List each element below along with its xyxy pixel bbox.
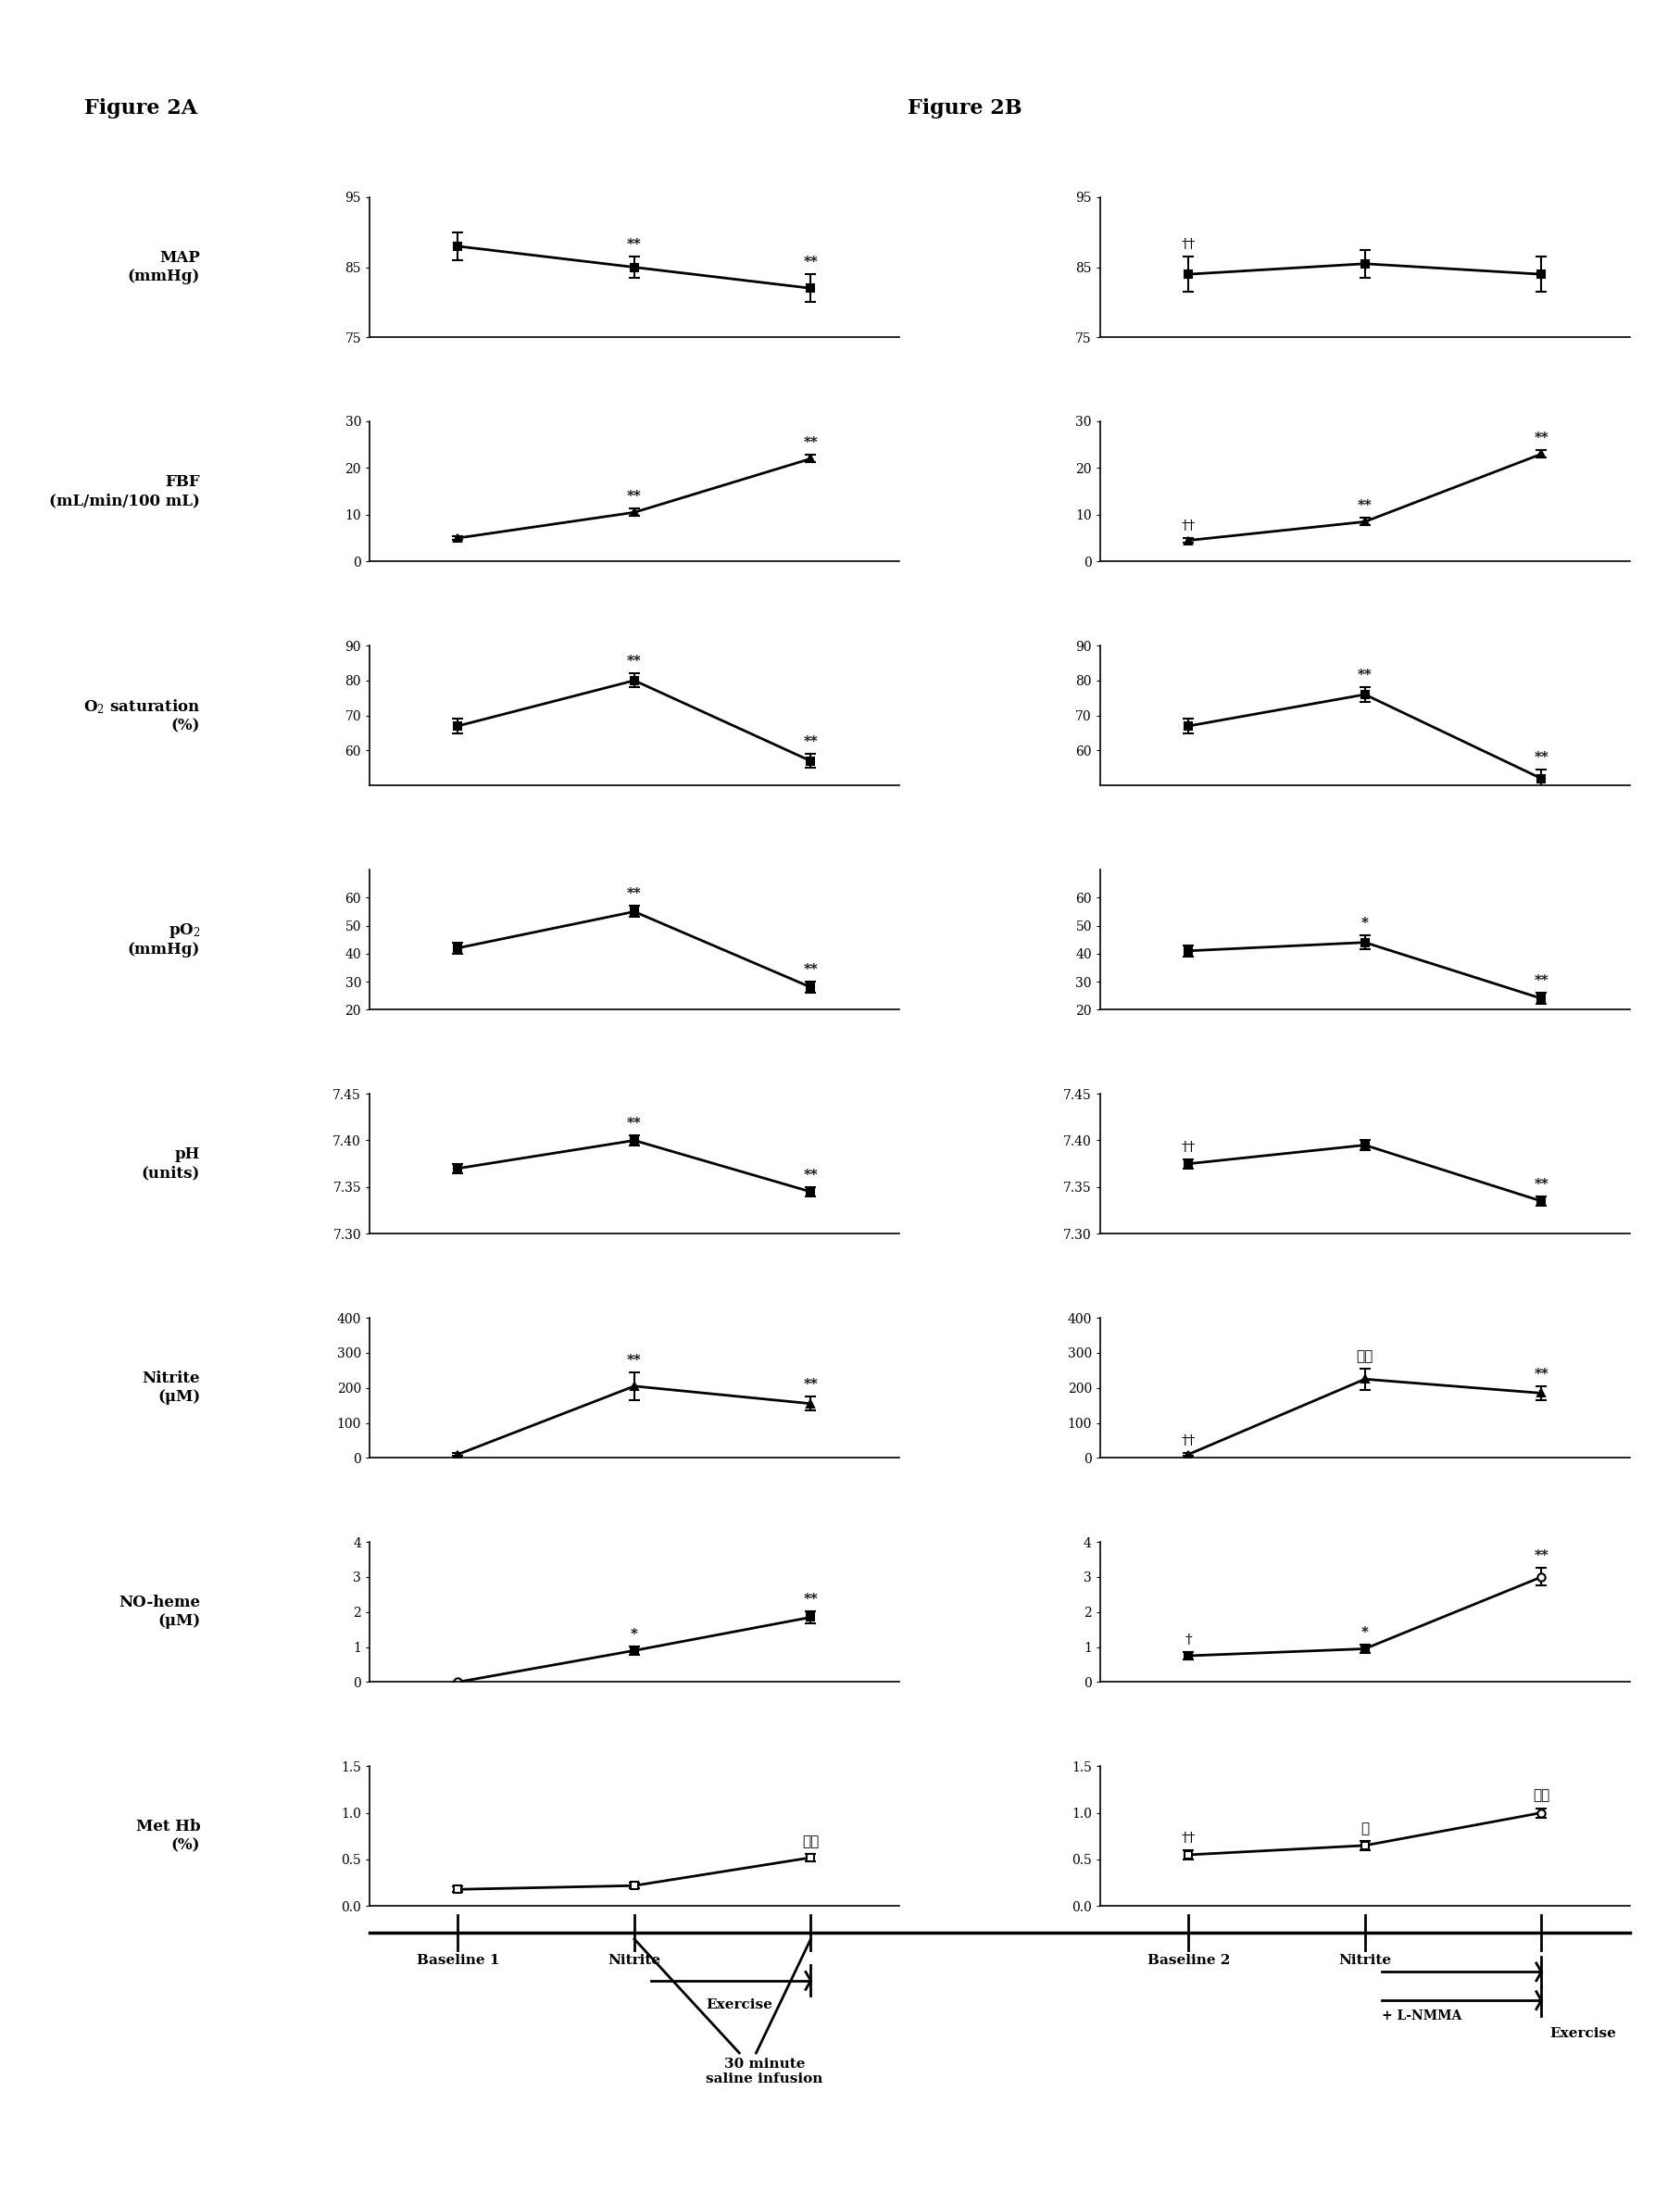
Text: **: ** bbox=[1357, 668, 1373, 681]
Text: Figure 2A: Figure 2A bbox=[84, 99, 197, 118]
Text: Exercise: Exercise bbox=[1549, 2027, 1616, 2040]
Text: 30 minute
saline infusion: 30 minute saline infusion bbox=[706, 2057, 823, 2086]
Text: ††: †† bbox=[1181, 519, 1196, 532]
Text: **: ** bbox=[627, 491, 642, 504]
Text: Exercise: Exercise bbox=[706, 1998, 773, 2011]
Text: ☆☆: ☆☆ bbox=[803, 1836, 820, 1849]
Y-axis label: FBF
(mL/min/100 mL): FBF (mL/min/100 mL) bbox=[49, 475, 200, 508]
Text: **: ** bbox=[1534, 1367, 1549, 1380]
Y-axis label: pO$_2$
(mmHg): pO$_2$ (mmHg) bbox=[128, 920, 200, 957]
Text: **: ** bbox=[803, 436, 818, 449]
Text: **: ** bbox=[627, 655, 642, 668]
Text: **: ** bbox=[1357, 500, 1373, 513]
Text: **: ** bbox=[627, 1354, 642, 1367]
Text: Baseline 1: Baseline 1 bbox=[417, 1954, 499, 1968]
Text: **: ** bbox=[803, 256, 818, 269]
Text: Figure 2B: Figure 2B bbox=[907, 99, 1021, 118]
Y-axis label: Nitrite
(μM): Nitrite (μM) bbox=[143, 1372, 200, 1404]
Text: ☆☆: ☆☆ bbox=[1356, 1350, 1373, 1363]
Text: Baseline 2: Baseline 2 bbox=[1147, 1954, 1230, 1968]
Text: †: † bbox=[1184, 1634, 1191, 1648]
Text: ☆: ☆ bbox=[1361, 1823, 1369, 1836]
Y-axis label: pH
(units): pH (units) bbox=[141, 1146, 200, 1181]
Y-axis label: Met Hb
(%): Met Hb (%) bbox=[136, 1819, 200, 1854]
Text: **: ** bbox=[627, 239, 642, 252]
Text: Nitrite: Nitrite bbox=[1339, 1954, 1391, 1968]
Y-axis label: O$_2$ saturation
(%): O$_2$ saturation (%) bbox=[82, 697, 200, 734]
Text: ††: †† bbox=[1181, 239, 1196, 252]
Text: *: * bbox=[1361, 1626, 1369, 1639]
Text: + L-NMMA: + L-NMMA bbox=[1381, 2009, 1462, 2022]
Text: **: ** bbox=[803, 736, 818, 749]
Text: ††: †† bbox=[1181, 1435, 1196, 1446]
Text: *: * bbox=[1361, 916, 1369, 929]
Text: **: ** bbox=[1534, 975, 1549, 988]
Text: **: ** bbox=[803, 1593, 818, 1606]
Text: **: ** bbox=[1534, 1549, 1549, 1562]
Text: **: ** bbox=[803, 1168, 818, 1181]
Text: **: ** bbox=[1534, 1179, 1549, 1192]
Text: ††: †† bbox=[1181, 1832, 1196, 1845]
Y-axis label: MAP
(mmHg): MAP (mmHg) bbox=[128, 250, 200, 285]
Text: **: ** bbox=[803, 1378, 818, 1391]
Text: Nitrite: Nitrite bbox=[608, 1954, 660, 1968]
Text: **: ** bbox=[803, 964, 818, 975]
Y-axis label: NO-heme
(μM): NO-heme (μM) bbox=[119, 1595, 200, 1628]
Text: **: ** bbox=[627, 1117, 642, 1131]
Text: ☆☆: ☆☆ bbox=[1532, 1790, 1551, 1803]
Text: **: ** bbox=[1534, 432, 1549, 445]
Text: *: * bbox=[630, 1628, 638, 1641]
Text: ††: †† bbox=[1181, 1142, 1196, 1152]
Text: **: ** bbox=[627, 887, 642, 901]
Text: **: ** bbox=[1534, 752, 1549, 765]
